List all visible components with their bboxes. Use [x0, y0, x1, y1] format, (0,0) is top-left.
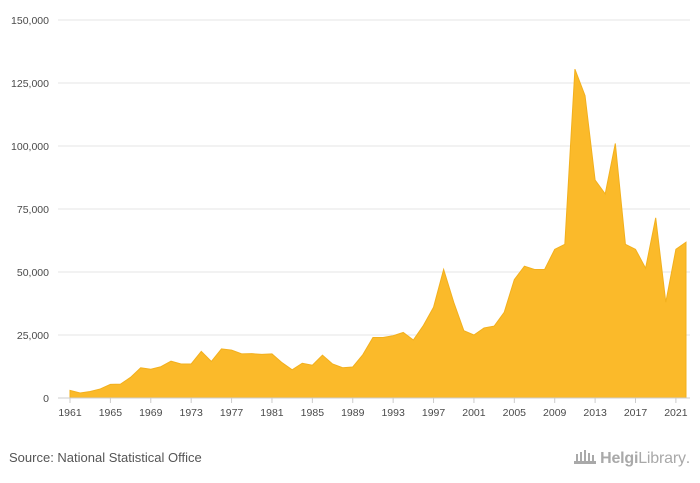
x-tick-label: 1997 — [422, 407, 446, 419]
x-tick-label: 1989 — [341, 407, 365, 419]
y-tick-label: 75,000 — [17, 204, 49, 216]
x-tick-label: 1969 — [139, 407, 163, 419]
x-tick-label: 1961 — [58, 407, 82, 419]
logo-text-helgi: Helgi — [600, 449, 639, 467]
y-tick-label: 150,000 — [11, 15, 49, 27]
logo-dot: . — [685, 449, 690, 467]
helgi-library-logo[interactable]: Helgi Library. — [574, 448, 690, 469]
source-note: Source: National Statistical Office — [9, 450, 202, 465]
y-tick-label: 100,000 — [11, 141, 49, 153]
x-tick-label: 2013 — [583, 407, 607, 419]
x-axis: 1961 1965 1969 1973 1977 1981 1985 1989 1993 1997… — [58, 397, 690, 419]
area-chart: 0 25,000 50,000 75,000 100,000 125,000 150,000… — [11, 15, 690, 419]
y-tick-label: 0 — [43, 393, 49, 405]
library-building-icon — [574, 448, 597, 469]
x-tick-label: 2017 — [624, 407, 648, 419]
x-tick-label: 2001 — [462, 407, 486, 419]
y-axis: 0 25,000 50,000 75,000 100,000 125,000 150,000 — [11, 15, 49, 405]
x-tick-label: 1985 — [301, 407, 325, 419]
x-tick-label: 1973 — [180, 407, 204, 419]
y-tick-label: 25,000 — [17, 330, 49, 342]
x-tick-label: 2021 — [664, 407, 688, 419]
y-tick-label: 50,000 — [17, 267, 49, 279]
data-area — [69, 68, 687, 399]
logo-text-library: Library — [638, 449, 686, 467]
x-tick-label: 2009 — [543, 407, 567, 419]
x-tick-label: 1981 — [260, 407, 284, 419]
x-tick-label: 1977 — [220, 407, 244, 419]
area-series — [69, 68, 687, 399]
gridlines — [58, 19, 690, 399]
x-tick-label: 1993 — [381, 407, 405, 419]
x-tick-label: 1965 — [99, 407, 123, 419]
y-tick-label: 125,000 — [11, 78, 49, 90]
x-tick-label: 2005 — [503, 407, 527, 419]
